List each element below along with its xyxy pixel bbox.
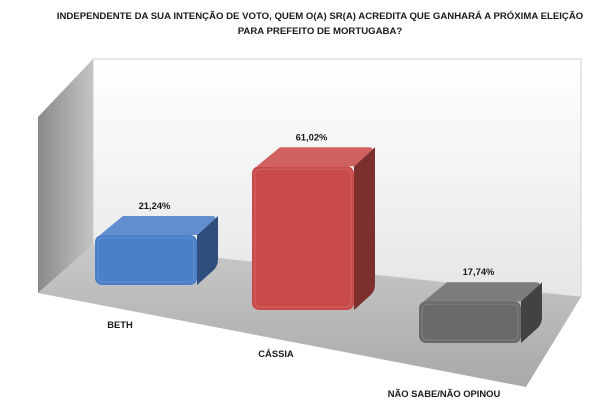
bar-3-top: [423, 282, 540, 302]
value-label-2: 61,02%: [296, 131, 328, 142]
value-label-3: 17,74%: [463, 266, 495, 277]
bar-2-top: [256, 147, 373, 167]
bar-2-front: [252, 166, 354, 310]
bar-3-highlight: [421, 303, 519, 341]
chart-title-line-1: INDEPENDENTE DA SUA INTENÇÃO DE VOTO, QU…: [56, 11, 584, 22]
bar-1-top: [99, 215, 216, 235]
labels-layer: 21,24% BETH 61,02% CÁSSIA 17,74% NÃO SABE/NÃO…: [107, 131, 500, 399]
bar-1-highlight: [97, 237, 195, 283]
bar-3-side: [521, 282, 542, 343]
bar-2-highlight: [254, 168, 352, 308]
bar-2: [252, 147, 375, 310]
value-label-1: 21,24%: [139, 200, 171, 211]
bar-2-side: [354, 147, 375, 310]
bar-3: [419, 282, 542, 343]
bar-1: [95, 215, 218, 285]
category-label-3: NÃO SABE/NÃO OPINOU: [388, 388, 501, 399]
bars-layer: [95, 147, 542, 343]
bar-3-front: [419, 301, 521, 343]
category-label-2: CÁSSIA: [258, 348, 294, 359]
side-wall: [38, 59, 93, 293]
chart-title-line-2: PARA PREFEITO DE MORTUGABA?: [237, 26, 403, 37]
bar-1-front: [95, 234, 197, 285]
category-label-1: BETH: [107, 319, 133, 330]
bar-1-side: [197, 215, 218, 285]
chart-title: INDEPENDENTE DA SUA INTENÇÃO DE VOTO, QU…: [40, 9, 600, 39]
